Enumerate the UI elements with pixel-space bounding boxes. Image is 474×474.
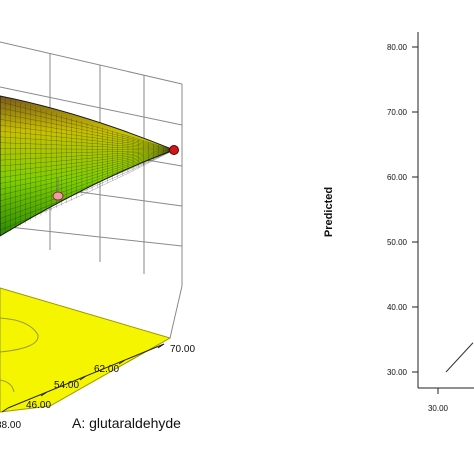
x-tick-label: 38.00 — [0, 420, 21, 431]
y-tick-label: 60.00 — [387, 173, 408, 182]
x-tick-mark — [79, 375, 87, 381]
wall-gridline-h — [0, 86, 183, 126]
surface-mesh-line — [0, 149, 175, 178]
x-axis-title: A: glutaraldehyde — [72, 415, 181, 431]
response-surface — [0, 95, 176, 237]
wall-edge-top — [0, 41, 183, 85]
x-tick-label: 30.00 — [428, 404, 449, 413]
x-tick-label: 62.00 — [94, 364, 119, 375]
surface-mesh-line — [0, 149, 175, 208]
contour-line — [0, 317, 39, 353]
predicted-vs-actual-plot: 30.00 40.00 50.00 60.00 70.00 80.00 30.00 Pre… — [323, 32, 474, 413]
surface-mesh-line — [0, 149, 175, 155]
surface-mesh-line — [0, 107, 175, 151]
x-axis: 30.00 — [428, 388, 449, 413]
surface-mesh-line — [0, 113, 175, 151]
y-tick-label: 70.00 — [387, 108, 408, 117]
surface-mesh-line — [0, 149, 175, 184]
surface-mesh-line — [0, 149, 175, 202]
x-tick-mark — [118, 359, 126, 365]
x-tick-label: 70.00 — [170, 344, 195, 355]
design-point-below — [52, 191, 64, 201]
surface-mesh-line — [0, 149, 175, 196]
surface-mesh-line — [0, 149, 175, 161]
surface-mesh-line — [0, 149, 175, 225]
surface-mesh — [0, 97, 175, 234]
surface-mesh-line — [0, 119, 175, 151]
x-tick-mark — [40, 391, 48, 397]
contour-line — [0, 379, 15, 393]
x-tick-mark — [1, 407, 9, 413]
y-tick-label: 50.00 — [387, 238, 408, 247]
x-axis-3d: 38.00 46.00 54.00 62.00 70.00 A: glutara… — [0, 343, 195, 431]
surface-mesh-line — [0, 149, 175, 173]
y-tick-label: 80.00 — [387, 43, 408, 52]
x-tick-label: 46.00 — [26, 400, 51, 411]
wall-gridline-h — [0, 225, 183, 247]
contour-floor — [0, 287, 172, 413]
y-tick-label: 40.00 — [387, 303, 408, 312]
surface-mesh-line — [0, 148, 175, 151]
y-axis-title: Predicted — [323, 187, 335, 237]
surface-mesh-line — [0, 101, 175, 151]
fit-line — [445, 342, 474, 373]
x-tick-label: 54.00 — [54, 380, 79, 391]
surface-mesh-line — [0, 149, 175, 190]
surface-mesh-line — [0, 136, 175, 151]
surface-mesh-line — [0, 149, 175, 213]
surface-mesh-line — [0, 124, 175, 151]
y-axis: 30.00 40.00 50.00 60.00 70.00 80.00 — [387, 43, 418, 377]
surface-mesh-line — [0, 149, 175, 167]
surface-plot-3d: 38.00 46.00 54.00 62.00 70.00 A: glutara… — [0, 41, 195, 431]
surface-mesh-line — [0, 149, 175, 219]
surface-mesh-line — [0, 130, 175, 151]
surface-mesh-line — [0, 142, 175, 151]
design-point-on-surface — [169, 145, 179, 155]
x-tick-mark — [157, 343, 165, 349]
y-tick-label: 30.00 — [387, 368, 408, 377]
surface-mesh-line — [0, 149, 175, 231]
floor-edge-right — [169, 285, 183, 339]
